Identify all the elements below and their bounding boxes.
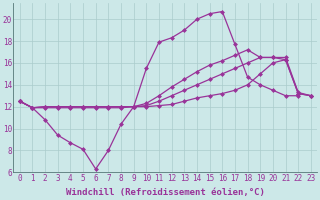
X-axis label: Windchill (Refroidissement éolien,°C): Windchill (Refroidissement éolien,°C) [66, 188, 265, 197]
